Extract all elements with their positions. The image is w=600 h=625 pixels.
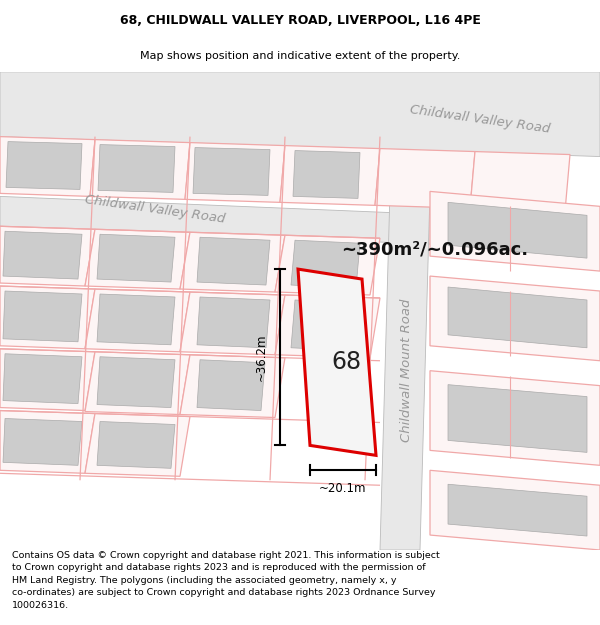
Polygon shape	[0, 72, 600, 156]
Polygon shape	[280, 146, 380, 206]
Polygon shape	[180, 292, 285, 355]
Polygon shape	[97, 421, 175, 468]
Polygon shape	[0, 196, 600, 251]
Polygon shape	[197, 297, 270, 348]
Polygon shape	[448, 384, 587, 452]
Text: ~20.1m: ~20.1m	[319, 482, 367, 495]
Text: Childwall Valley Road: Childwall Valley Road	[409, 103, 551, 136]
Text: ~390m²/~0.096ac.: ~390m²/~0.096ac.	[341, 240, 529, 258]
Polygon shape	[197, 360, 265, 411]
Polygon shape	[0, 411, 95, 473]
Text: Childwall Valley Road: Childwall Valley Road	[84, 193, 226, 226]
Polygon shape	[448, 202, 587, 258]
Polygon shape	[293, 151, 360, 198]
Polygon shape	[85, 229, 190, 289]
Polygon shape	[90, 139, 190, 199]
Polygon shape	[430, 470, 600, 550]
Polygon shape	[0, 137, 95, 196]
Polygon shape	[3, 291, 82, 342]
Polygon shape	[0, 286, 95, 349]
Polygon shape	[470, 151, 570, 211]
Polygon shape	[97, 357, 175, 408]
Text: Map shows position and indicative extent of the property.: Map shows position and indicative extent…	[140, 51, 460, 61]
Text: ~36.2m: ~36.2m	[255, 334, 268, 381]
Polygon shape	[0, 226, 95, 286]
Text: Contains OS data © Crown copyright and database right 2021. This information is : Contains OS data © Crown copyright and d…	[12, 551, 440, 609]
Polygon shape	[97, 234, 175, 282]
Polygon shape	[380, 191, 430, 550]
Text: Childwall Mount Road: Childwall Mount Road	[401, 299, 413, 442]
Polygon shape	[97, 294, 175, 345]
Polygon shape	[291, 240, 360, 288]
Polygon shape	[180, 232, 285, 292]
Text: 68, CHILDWALL VALLEY ROAD, LIVERPOOL, L16 4PE: 68, CHILDWALL VALLEY ROAD, LIVERPOOL, L1…	[119, 14, 481, 27]
Polygon shape	[6, 142, 82, 189]
Polygon shape	[3, 419, 82, 466]
Polygon shape	[85, 352, 190, 414]
Polygon shape	[98, 144, 175, 192]
Polygon shape	[0, 349, 95, 411]
Polygon shape	[185, 142, 285, 202]
Polygon shape	[3, 231, 82, 279]
Polygon shape	[430, 276, 600, 361]
Polygon shape	[85, 414, 190, 476]
Polygon shape	[275, 295, 380, 358]
Polygon shape	[85, 289, 190, 352]
Polygon shape	[180, 355, 285, 418]
Polygon shape	[430, 191, 600, 271]
Polygon shape	[298, 269, 376, 456]
Polygon shape	[275, 235, 380, 295]
Polygon shape	[197, 238, 270, 285]
Polygon shape	[430, 371, 600, 466]
Polygon shape	[291, 300, 360, 351]
Polygon shape	[448, 287, 587, 348]
Polygon shape	[448, 484, 587, 536]
Text: 68: 68	[331, 350, 362, 374]
Polygon shape	[3, 354, 82, 404]
Polygon shape	[375, 149, 475, 208]
Polygon shape	[193, 148, 270, 196]
